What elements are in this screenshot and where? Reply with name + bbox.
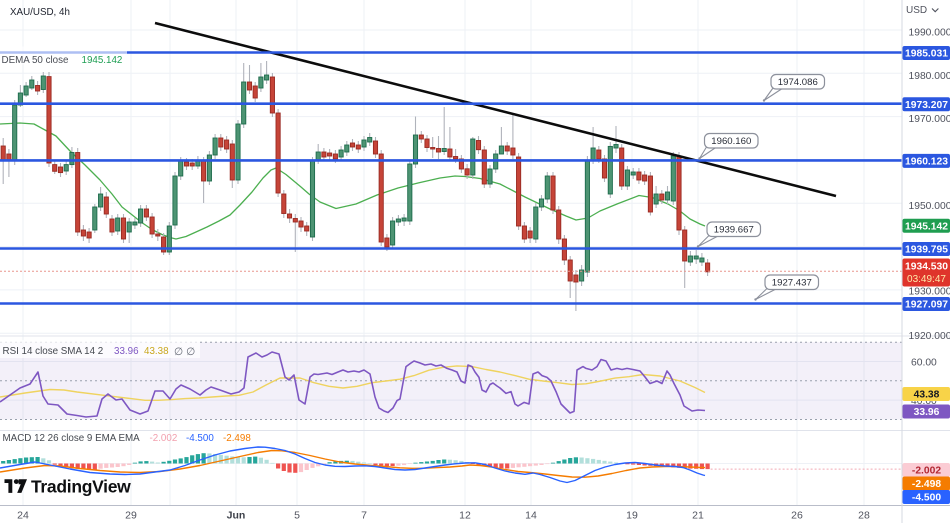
svg-text:21: 21 [692, 510, 704, 522]
svg-text:1960.123: 1960.123 [905, 157, 948, 168]
svg-text:1950.000: 1950.000 [909, 201, 950, 212]
svg-text:33.96: 33.96 [914, 407, 940, 418]
svg-text:1970.000: 1970.000 [909, 114, 950, 125]
svg-text:-4.500: -4.500 [912, 493, 941, 504]
svg-text:1939.667: 1939.667 [714, 225, 754, 236]
svg-text:1920.000: 1920.000 [909, 331, 950, 342]
svg-text:1927.437: 1927.437 [772, 278, 812, 289]
svg-text:RSI 14 close SMA 14 2: RSI 14 close SMA 14 2 [3, 346, 104, 357]
svg-text:1934.530: 1934.530 [905, 262, 948, 273]
svg-text:XAU/USD, 4h: XAU/USD, 4h [10, 7, 70, 18]
svg-text:03:49:47: 03:49:47 [907, 274, 946, 285]
svg-text:14: 14 [525, 510, 537, 522]
svg-text:1960.160: 1960.160 [711, 136, 751, 147]
svg-text:TradingView: TradingView [31, 477, 131, 497]
svg-text:1985.031: 1985.031 [905, 49, 948, 60]
svg-text:1980.000: 1980.000 [909, 71, 950, 82]
svg-text:43.38: 43.38 [914, 390, 940, 401]
svg-text:24: 24 [17, 510, 29, 522]
svg-text:1927.097: 1927.097 [905, 300, 948, 311]
svg-text:12: 12 [459, 510, 471, 522]
svg-text:-2.498: -2.498 [223, 433, 251, 444]
svg-text:7: 7 [361, 510, 367, 522]
svg-text:60.00: 60.00 [911, 358, 937, 369]
svg-text:-2.498: -2.498 [912, 479, 941, 490]
svg-text:43.38: 43.38 [144, 346, 169, 357]
svg-text:33.96: 33.96 [114, 346, 139, 357]
svg-text:1990.000: 1990.000 [909, 28, 950, 39]
svg-text:1930.000: 1930.000 [909, 287, 950, 298]
svg-text:-4.500: -4.500 [186, 433, 214, 444]
svg-text:-2.002: -2.002 [912, 466, 941, 477]
svg-text:∅ ∅: ∅ ∅ [174, 346, 195, 358]
svg-text:28: 28 [858, 510, 870, 522]
svg-text:1939.795: 1939.795 [905, 245, 948, 256]
svg-text:5: 5 [294, 510, 300, 522]
svg-text:USD: USD [906, 5, 927, 16]
svg-text:19: 19 [626, 510, 638, 522]
svg-text:Jun: Jun [227, 510, 246, 522]
svg-text:1945.142: 1945.142 [905, 221, 948, 232]
svg-text:-2.002: -2.002 [150, 433, 178, 444]
svg-text:DEMA 50 close: DEMA 50 close [2, 55, 70, 66]
svg-text:26: 26 [791, 510, 803, 522]
svg-text:29: 29 [125, 510, 137, 522]
svg-text:1974.086: 1974.086 [778, 77, 818, 88]
svg-text:1973.207: 1973.207 [905, 100, 948, 111]
svg-text:MACD 12 26 close 9 EMA EMA: MACD 12 26 close 9 EMA EMA [3, 433, 141, 444]
svg-text:1945.142: 1945.142 [82, 55, 123, 66]
